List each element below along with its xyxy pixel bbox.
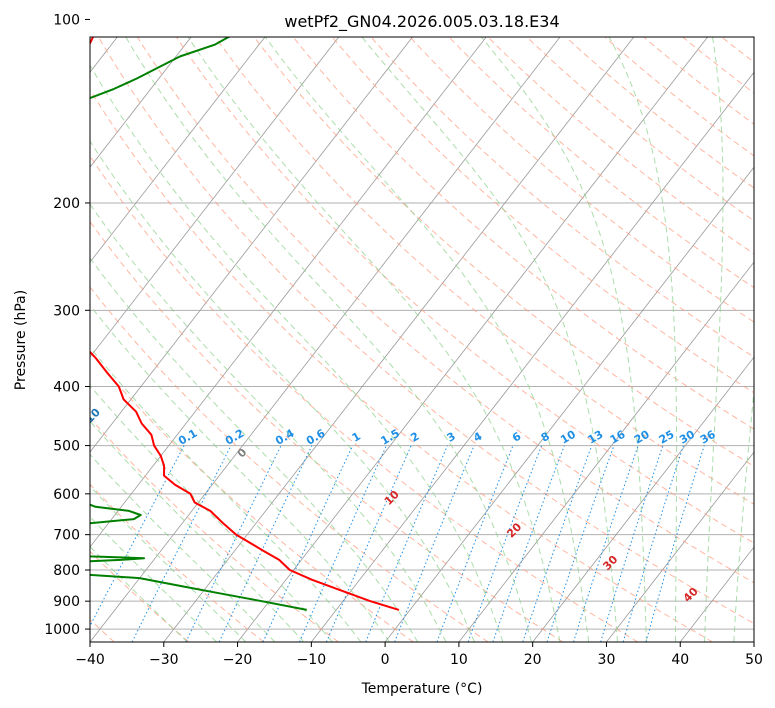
dry-adiabat-line [292, 37, 754, 430]
isotherm-line [237, 37, 709, 642]
x-tick-label: 20 [524, 652, 542, 668]
x-tick-label: 0 [381, 652, 390, 668]
isotherm-line [90, 37, 340, 358]
dry-adiabat-line [90, 220, 564, 642]
y-axis-label: Pressure (hPa) [13, 290, 29, 390]
dry-adiabat-line [175, 37, 754, 544]
moist-adiabat-line [480, 37, 647, 642]
mixing-ratio-line [365, 445, 448, 642]
dry-adiabat-line [448, 37, 754, 289]
x-tick-label: 10 [450, 652, 468, 668]
y-tick-label: 800 [53, 563, 80, 579]
moist-adiabat-line [90, 516, 218, 642]
x-tick-label: −20 [223, 652, 253, 668]
mixing-ratio-line [645, 445, 705, 642]
moist-adiabat-line [90, 453, 276, 642]
isotherm-line [90, 37, 414, 453]
moist-adiabat-line [90, 203, 447, 642]
x-tick-label: −40 [75, 652, 105, 668]
y-tick-label: 400 [53, 379, 80, 395]
chart-title: wetPf2_GN04.2026.005.03.18.E34 [284, 12, 559, 32]
mixing-ratio-line [218, 445, 313, 642]
y-tick-label: 100 [53, 12, 80, 28]
dry-adiabat-line [253, 37, 754, 467]
isotherm-line [90, 37, 561, 642]
moist-adiabat-line [90, 420, 305, 642]
plot-frame [89, 36, 755, 643]
y-tick-label: 300 [53, 303, 80, 319]
isotherm-line [532, 356, 754, 642]
moist-adiabat-line [608, 37, 678, 642]
moist-adiabat-line [90, 545, 188, 642]
isotherm-line [458, 261, 754, 642]
y-tick-label: 1000 [44, 622, 80, 638]
dry-adiabat-line [214, 37, 754, 505]
isotherm-line [384, 166, 754, 642]
moist-adiabat-line [90, 257, 419, 642]
moist-adiabat-line [90, 64, 504, 642]
y-tick-label: 600 [53, 487, 80, 503]
mixing-ratio-line [522, 445, 593, 642]
y-tick-label: 200 [53, 196, 80, 212]
mixing-ratio-line [325, 445, 412, 642]
dry-adiabat-line [90, 550, 190, 642]
dry-adiabat-line [90, 155, 639, 642]
isotherm-line [606, 451, 754, 642]
x-tick-label: 50 [745, 652, 763, 668]
y-tick-label: 500 [53, 439, 80, 455]
x-tick-label: −10 [297, 652, 327, 668]
isotherm-line [90, 37, 192, 168]
isotherm-line [310, 71, 754, 642]
moist-adiabat-line [125, 37, 532, 642]
moist-adiabat-line [264, 37, 590, 642]
mixing-ratio-line [600, 445, 664, 642]
dry-adiabat-line [136, 37, 754, 584]
y-tick-label: 700 [53, 528, 80, 544]
isotherm-line [90, 37, 487, 548]
profile-lines [90, 37, 400, 611]
mixing-ratio-line [262, 445, 354, 642]
moist-adiabat-line [90, 385, 333, 642]
dry-adiabat-line [90, 88, 713, 642]
isotherm-line [90, 37, 266, 263]
moist-adiabat-line [704, 37, 724, 642]
moist-adiabat-line [90, 346, 362, 642]
dry-adiabat-line [90, 351, 414, 642]
mixing-ratio-line [492, 445, 565, 642]
mixing-ratio-line [546, 445, 615, 642]
x-tick-label: 30 [598, 652, 616, 668]
x-axis-label: Temperature (°C) [361, 681, 483, 697]
dry-adiabat-line [98, 37, 754, 624]
moist-adiabat-line [361, 37, 618, 642]
background-lines [90, 37, 754, 642]
mixing-ratio-line [622, 445, 684, 642]
dry-adiabat-line [90, 286, 489, 642]
x-tick-label: −30 [149, 652, 179, 668]
mixing-ratio-line [573, 445, 639, 642]
moist-adiabat-line [90, 485, 247, 642]
x-tick-label: 40 [671, 652, 689, 668]
moist-adiabat-line [733, 386, 754, 642]
dry-adiabat-line [409, 37, 754, 323]
mixing-ratio-line [185, 445, 282, 642]
axes: −40 −30 −20 −10 0 10 20 30 40 50 1000 900 800 700 600 5… [44, 12, 763, 668]
isotherm-line [163, 37, 635, 642]
moist-adiabat-line [187, 37, 561, 642]
temperature-profile-line [90, 37, 400, 611]
y-tick-label: 900 [53, 594, 80, 610]
dry-adiabat-line [90, 417, 339, 642]
